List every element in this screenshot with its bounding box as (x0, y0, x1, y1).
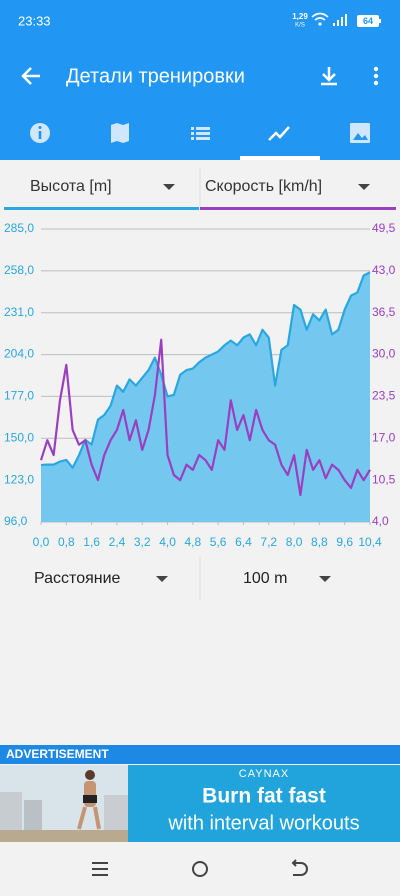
y-tick-label: 123,0 (4, 472, 34, 486)
ad-headline: Burn fat fast (202, 785, 326, 808)
status-speed-unit: K/S (295, 23, 305, 29)
chart: 96,0 123,0 150,0 177,0 204,0 231,0 258,0 285,0 4… (4, 221, 396, 549)
y2-tick-label: 17,0 (372, 430, 396, 444)
y-tick-label: 204,0 (4, 347, 34, 361)
y-tick-label: 285,0 (4, 221, 34, 235)
back-button[interactable] (21, 67, 40, 85)
ad-banner[interactable] (128, 765, 400, 842)
series-line (39, 338, 371, 497)
x-tick-label: 8,0 (286, 535, 303, 549)
x-tick-label: 4,8 (185, 535, 202, 549)
x-tick-label: 7,2 (260, 535, 277, 549)
y-tick-label: 258,0 (4, 263, 34, 277)
y2-tick-label: 4,0 (372, 514, 389, 528)
tab-chart[interactable] (268, 126, 290, 141)
y2-tick-label: 43,0 (372, 263, 396, 277)
right-series-selector[interactable]: Скорость [km/h] (205, 178, 322, 195)
tab-map[interactable] (111, 123, 129, 143)
ad-label: ADVERTISEMENT (6, 747, 109, 761)
nav-home[interactable] (192, 861, 208, 877)
x-tick-label: 3,2 (134, 535, 151, 549)
ad-label-bar (0, 745, 400, 764)
tab-indicator (240, 156, 320, 160)
battery-icon (357, 15, 379, 27)
status-speed: 1,29 (292, 12, 308, 21)
wifi-icon (311, 12, 329, 21)
x-tick-label: 0,8 (58, 535, 75, 549)
y-tick-label: 150,0 (4, 430, 34, 444)
y-tick-label: 177,0 (4, 389, 34, 403)
battery-tip (379, 19, 381, 23)
nav-recents[interactable] (92, 862, 108, 876)
tab-info[interactable] (30, 123, 50, 143)
x-tick-label: 5,6 (210, 535, 227, 549)
left-series-selector[interactable]: Высота [m] (30, 178, 112, 195)
app-title: Детали тренировки (66, 65, 245, 87)
area (41, 272, 370, 522)
dropdown-arrow (358, 184, 370, 190)
tab-photo[interactable] (350, 123, 370, 143)
battery-level: 64 (363, 16, 373, 26)
series-line (40, 271, 371, 469)
y2-tick-label: 36,5 (372, 305, 396, 319)
interval-selector[interactable]: 100 m (243, 570, 287, 587)
nav-back[interactable] (291, 859, 308, 876)
ad-brand: CAYNAX (239, 768, 289, 780)
y2-tick-label: 23,5 (372, 389, 396, 403)
x-tick-label: 9,6 (336, 535, 353, 549)
tab-list[interactable] (191, 127, 210, 140)
x-tick-label: 8,8 (311, 535, 328, 549)
dropdown-arrow (319, 576, 331, 582)
right-underline (200, 207, 396, 210)
wifi-dot (318, 22, 322, 26)
menu-button[interactable] (373, 66, 379, 86)
dropdown-arrow (156, 576, 168, 582)
x-tick-label: 1,6 (83, 535, 100, 549)
x-axis-selector[interactable]: Расстояние (34, 570, 121, 587)
y-tick-label: 231,0 (4, 305, 34, 319)
ad-subline: with interval workouts (167, 812, 359, 834)
y-tick-label: 96,0 (4, 514, 28, 528)
download-button[interactable] (321, 67, 337, 86)
left-underline (4, 207, 199, 210)
x-tick-label: 4,0 (159, 535, 176, 549)
signal-icon (333, 14, 347, 26)
x-tick-label: 2,4 (109, 535, 126, 549)
status-time: 23:33 (18, 13, 51, 28)
ad-image[interactable] (0, 765, 128, 842)
x-tick-label: 10,4 (358, 535, 382, 549)
y2-tick-label: 10,5 (372, 472, 396, 486)
x-tick-label: 0,0 (33, 535, 50, 549)
x-tick-label: 6,4 (235, 535, 252, 549)
y2-tick-label: 49,5 (372, 221, 396, 235)
dropdown-arrow (163, 184, 175, 190)
y2-tick-label: 30,0 (372, 347, 396, 361)
